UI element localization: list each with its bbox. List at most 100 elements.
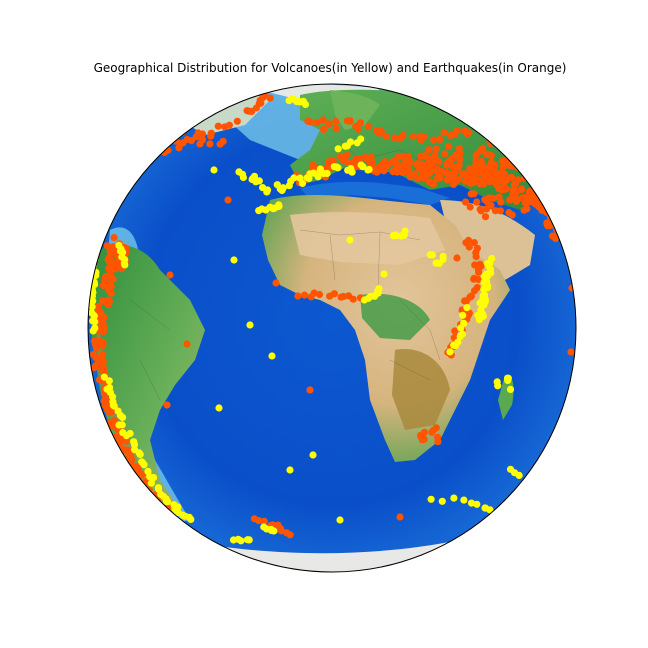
earthquake-marker — [517, 185, 526, 194]
earthquake-marker — [567, 348, 575, 356]
earthquake-marker — [107, 408, 115, 416]
earthquake-marker — [315, 290, 324, 299]
volcano-marker — [463, 304, 471, 312]
earthquake-marker — [325, 120, 333, 128]
earthquake-marker — [368, 159, 376, 167]
earthquake-marker — [461, 297, 469, 305]
earthquake-marker — [551, 234, 560, 243]
earthquake-marker — [456, 150, 464, 158]
volcano-marker — [298, 179, 307, 187]
earthquake-marker — [320, 125, 328, 133]
earthquake-marker — [434, 173, 442, 181]
earthquake-marker — [255, 517, 263, 525]
earthquake-marker — [418, 436, 426, 444]
earthquake-marker — [501, 141, 509, 149]
earthquake-marker — [419, 174, 427, 182]
volcano-marker — [484, 262, 493, 270]
volcano-marker — [270, 527, 278, 535]
volcano-marker — [179, 511, 187, 519]
volcano-marker — [239, 173, 247, 182]
earthquake-marker — [476, 180, 484, 188]
earthquake-marker — [107, 257, 115, 265]
earthquake-marker — [472, 151, 480, 160]
earthquake-marker — [144, 153, 152, 161]
earthquake-marker — [224, 196, 232, 204]
earthquake-marker — [183, 340, 191, 348]
earthquake-marker — [219, 137, 227, 145]
earthquake-marker — [207, 129, 215, 137]
earthquake-marker — [260, 517, 268, 526]
volcano-marker — [336, 516, 344, 524]
earthquake-marker — [94, 303, 102, 311]
earthquake-marker — [133, 481, 141, 489]
volcano-marker — [245, 536, 253, 544]
earthquake-marker — [373, 168, 381, 176]
earthquake-marker — [495, 193, 503, 201]
earthquake-marker — [353, 155, 361, 163]
earthquake-marker — [379, 166, 387, 174]
earthquake-marker — [152, 499, 160, 507]
earthquake-marker — [233, 117, 241, 125]
volcano-marker — [503, 374, 512, 382]
earthquake-marker — [432, 145, 440, 153]
earthquake-marker — [481, 213, 490, 221]
earthquake-marker — [417, 160, 425, 168]
volcano-marker — [459, 311, 467, 319]
earthquake-marker — [158, 503, 166, 512]
volcano-marker — [391, 231, 399, 239]
earthquake-marker — [498, 168, 506, 176]
earthquake-marker — [92, 354, 100, 362]
earthquake-marker — [517, 161, 525, 169]
earthquake-marker — [483, 198, 491, 206]
globe — [88, 84, 576, 572]
earthquake-marker — [255, 100, 263, 108]
earthquake-marker — [332, 125, 340, 133]
earthquake-marker — [492, 135, 500, 143]
volcano-marker — [268, 352, 276, 360]
earthquake-marker — [266, 94, 274, 102]
earthquake-marker — [472, 253, 480, 261]
volcano-marker — [375, 285, 383, 293]
earthquake-marker — [476, 147, 484, 155]
earthquake-marker — [431, 151, 439, 159]
volcano-marker — [480, 285, 488, 293]
earthquake-marker — [476, 161, 484, 169]
volcano-marker — [105, 377, 113, 385]
volcano-marker — [144, 467, 152, 475]
volcano-marker — [334, 164, 342, 172]
earthquake-marker — [138, 470, 146, 478]
earthquake-marker — [399, 131, 407, 139]
volcano-marker — [323, 169, 331, 178]
earthquake-marker — [194, 129, 202, 137]
volcano-marker — [237, 537, 245, 545]
earthquake-marker — [225, 121, 233, 129]
volcano-marker — [306, 170, 314, 178]
volcano-marker — [365, 165, 373, 174]
volcano-marker — [473, 500, 481, 508]
volcano-marker — [301, 100, 310, 109]
earthquake-marker — [421, 152, 429, 160]
volcano-marker — [493, 378, 501, 386]
earthquake-marker — [394, 153, 402, 161]
earthquake-marker — [433, 165, 441, 173]
earthquake-marker — [361, 153, 369, 162]
earthquake-marker — [99, 358, 107, 366]
earthquake-marker — [429, 426, 437, 435]
earthquake-marker — [441, 150, 449, 158]
earthquake-marker — [329, 156, 337, 164]
volcano-marker — [515, 471, 523, 479]
earthquake-marker — [406, 173, 414, 181]
volcano-marker — [90, 311, 98, 320]
earthquake-marker — [401, 168, 409, 176]
earthquake-marker — [553, 218, 562, 226]
earthquake-marker — [440, 129, 448, 137]
earthquake-marker — [149, 147, 157, 155]
earthquake-marker — [480, 126, 488, 134]
earthquake-marker — [471, 287, 479, 295]
earthquake-marker — [464, 236, 473, 244]
earthquake-marker — [462, 198, 470, 206]
volcano-marker — [475, 316, 483, 324]
earthquake-marker — [420, 133, 428, 141]
earthquake-marker — [163, 401, 171, 409]
earthquake-marker — [430, 157, 438, 165]
